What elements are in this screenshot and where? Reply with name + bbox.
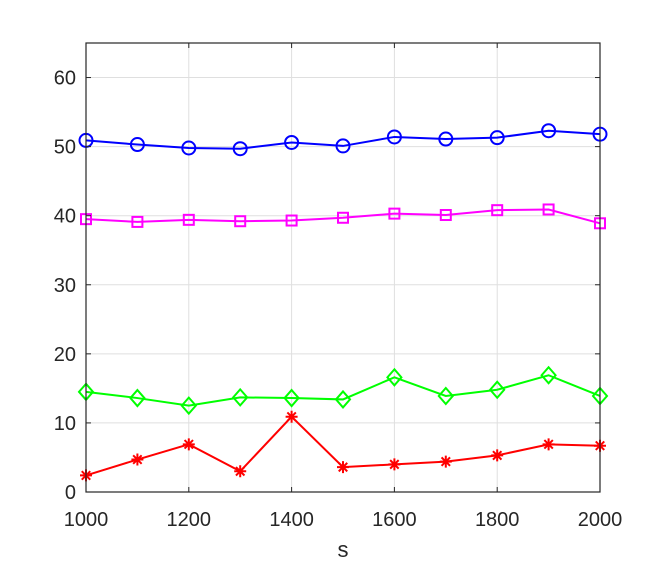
series-1 [78,123,608,157]
data-point-circle-icon [489,130,505,146]
data-point-diamond-icon [540,365,557,385]
series-4 [80,410,606,482]
y-tick-label: 20 [54,344,76,366]
data-point-square-icon [337,211,349,224]
data-point-diamond-icon [129,388,146,408]
data-point-circle-icon [335,138,351,154]
data-point-diamond-icon [231,387,249,407]
data-point-asterisk-icon [182,438,195,451]
data-point-diamond-icon [437,386,455,406]
data-point-diamond-icon [283,388,300,408]
y-tick-label: 40 [54,206,76,228]
x-tick-label: 1400 [269,509,314,531]
series-line [85,129,601,150]
series-line [85,374,601,407]
data-point-circle-icon [129,137,145,153]
y-tick-label: 30 [54,275,76,297]
y-tick-label: 10 [54,413,76,435]
data-point-asterisk-icon [337,461,349,474]
data-point-square-icon [388,207,401,220]
y-tick-label: 50 [54,137,76,159]
data-point-asterisk-icon [234,465,247,478]
data-point-circle-icon [541,123,557,139]
data-point-diamond-icon [334,389,352,409]
series-3 [77,365,609,416]
x-axis-label: s [338,537,349,562]
y-tick-label: 0 [65,482,76,504]
grid [85,43,601,493]
data-point-circle-icon [438,131,454,147]
data-point-asterisk-icon [131,453,144,466]
data-point-asterisk-icon [491,449,504,462]
data-point-square-icon [491,204,504,217]
data-point-square-icon [439,209,452,222]
data-point-asterisk-icon [542,438,555,451]
data-point-circle-icon [181,140,197,156]
data-point-square-icon [285,214,298,227]
data-point-square-icon [234,215,247,228]
x-tick-label: 1800 [475,509,520,531]
data-point-square-icon [542,203,555,216]
data-point-circle-icon [386,129,402,145]
data-point-asterisk-icon [285,410,298,423]
data-point-diamond-icon [386,367,403,387]
series-group [77,123,609,482]
x-tick-label: 1600 [372,509,417,531]
data-point-diamond-icon [180,396,198,416]
data-point-asterisk-icon [439,455,452,468]
data-point-square-icon [131,215,144,228]
y-tick-label: 60 [54,68,76,90]
data-point-circle-icon [284,134,300,150]
data-point-asterisk-icon [388,458,401,471]
series-2 [80,203,606,230]
x-tick-label: 1200 [167,509,212,531]
axes-box [85,42,601,493]
y-axis: 0 10 20 30 40 50 60 [54,68,600,504]
x-tick-label: 2000 [578,509,623,531]
x-tick-label: 1000 [64,509,109,531]
data-point-diamond-icon [488,380,506,400]
x-axis: 1000 1200 1400 1600 1800 2000 [64,43,623,531]
data-point-circle-icon [232,141,248,157]
data-point-square-icon [182,213,195,226]
series-line [85,208,601,225]
